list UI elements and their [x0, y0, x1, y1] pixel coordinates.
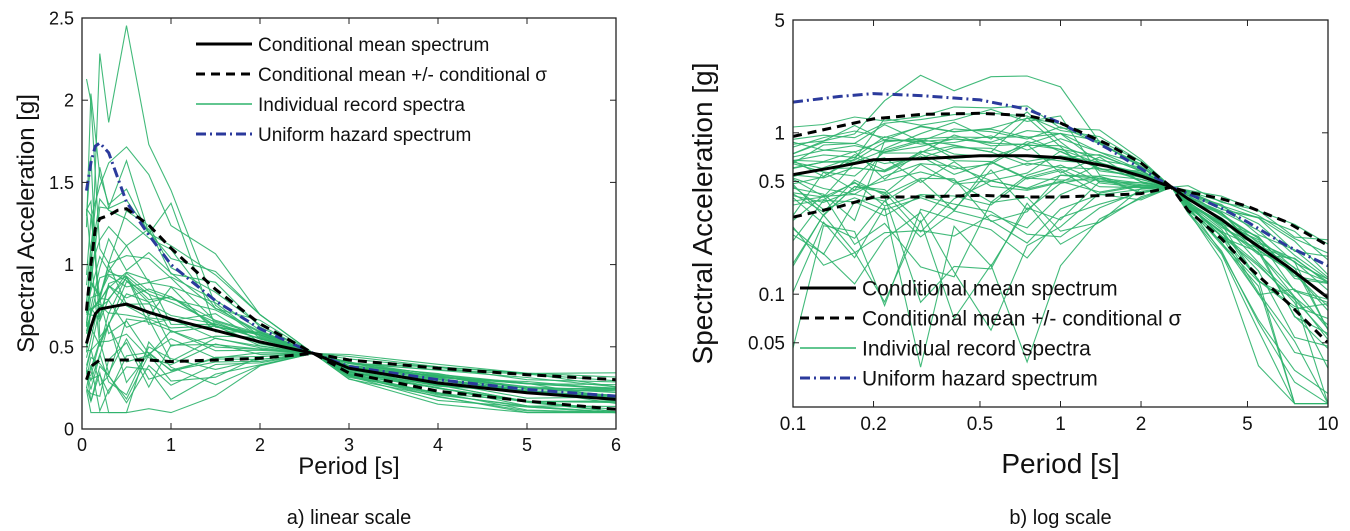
y-tick-label: 2.5 [49, 8, 74, 28]
y-tick-label: 1 [774, 124, 785, 145]
x-tick-label: 1 [1055, 414, 1066, 435]
x-tick-label: 2 [1136, 414, 1147, 435]
figure-caption: b) log scale [1009, 507, 1111, 529]
x-tick-label: 0.1 [780, 414, 806, 435]
record-spectrum-line [793, 132, 1328, 261]
record-spectrum-line [793, 112, 1328, 245]
record-spectrum-line [793, 108, 1328, 300]
x-tick-label: 5 [1242, 414, 1253, 435]
record-spectrum-line [85, 146, 616, 378]
record-spectrum-line [85, 352, 616, 414]
figure-caption: a) linear scale [287, 507, 412, 529]
x-tick-label: 4 [433, 435, 443, 455]
x-tick-label: 0 [77, 435, 87, 455]
x-axis-label: Period [s] [1001, 448, 1119, 479]
legend-label: Individual record spectra [258, 95, 465, 116]
legend-label: Conditional mean +/- conditional σ [258, 65, 547, 86]
y-axis-label: Spectral Acceleration [g] [687, 63, 718, 365]
plot-lines [793, 74, 1328, 405]
legend-label: Uniform hazard spectrum [862, 368, 1098, 391]
uniform-hazard-spectrum-line [85, 140, 616, 398]
legend: Conditional mean spectrum Conditional mea… [800, 278, 1181, 391]
x-tick-label: 6 [611, 435, 621, 455]
record-spectrum-line [85, 352, 616, 414]
x-tick-label: 10 [1317, 414, 1338, 435]
record-spectrum-line [793, 186, 1328, 405]
y-tick-label: 0.05 [748, 334, 785, 355]
record-spectrum-line [793, 141, 1328, 285]
y-tick-label: 0.5 [49, 337, 74, 357]
legend-label: Conditional mean +/- conditional σ [862, 308, 1181, 331]
x-tick-label: 2 [255, 435, 265, 455]
y-tick-label: 0.1 [759, 285, 785, 306]
y-axis-label: Spectral Acceleration [g] [13, 94, 40, 353]
record-spectrum-line [793, 185, 1328, 337]
chart-log-scale: 0.1 0.2 0.5 1 2 5 10 0.05 0.1 0.5 1 5 Period [s] Spec… [687, 11, 1339, 529]
record-spectrum-line [85, 199, 616, 374]
y-tick-label: 1 [64, 255, 74, 275]
record-spectrum-line [793, 123, 1328, 254]
x-tick-label: 0.2 [860, 414, 886, 435]
record-spectrum-line [85, 275, 616, 399]
record-spectrum-line [85, 321, 616, 414]
record-spectrum-line [85, 348, 616, 414]
legend-label: Conditional mean spectrum [258, 35, 489, 56]
record-spectrum-line [85, 78, 616, 382]
record-spectrum-line [793, 111, 1328, 291]
legend-label: Conditional mean spectrum [862, 278, 1118, 301]
y-tick-label: 0.5 [759, 172, 785, 193]
y-tick-label: 2 [64, 91, 74, 111]
record-spectrum-line [85, 197, 616, 390]
x-tick-label: 3 [344, 435, 354, 455]
y-tick-label: 1.5 [49, 173, 74, 193]
x-axis-label: Period [s] [298, 453, 399, 480]
record-spectrum-line [793, 186, 1328, 405]
record-spectrum-line [85, 340, 616, 414]
legend-label: Uniform hazard spectrum [258, 125, 471, 146]
record-spectrum-line [793, 150, 1328, 284]
record-spectrum-line [793, 186, 1328, 405]
record-spectrum-line [793, 164, 1328, 369]
uniform-hazard-spectrum-line [793, 92, 1328, 268]
y-tick-label: 5 [774, 11, 785, 32]
y-tick-label: 0 [64, 419, 74, 439]
conditional-mean-line [793, 154, 1328, 299]
mean-plus-sigma-line [85, 207, 616, 382]
x-tick-label: 0.5 [967, 414, 993, 435]
plot-lines [85, 25, 616, 414]
legend: Conditional mean spectrum Conditional mea… [196, 35, 547, 146]
record-spectrum-line [793, 169, 1328, 362]
x-tick-label: 1 [166, 435, 176, 455]
chart-linear-scale: 0 1 2 3 4 5 6 0 0.5 1 1.5 2 2.5 Period [s] Spectral Ac… [13, 8, 621, 529]
x-tick-label: 5 [522, 435, 532, 455]
mean-plus-sigma-line [793, 111, 1328, 247]
legend-label: Individual record spectra [862, 338, 1091, 361]
mean-minus-sigma-line [793, 185, 1328, 344]
conditional-mean-line [85, 302, 616, 401]
mean-minus-sigma-line [85, 351, 616, 411]
